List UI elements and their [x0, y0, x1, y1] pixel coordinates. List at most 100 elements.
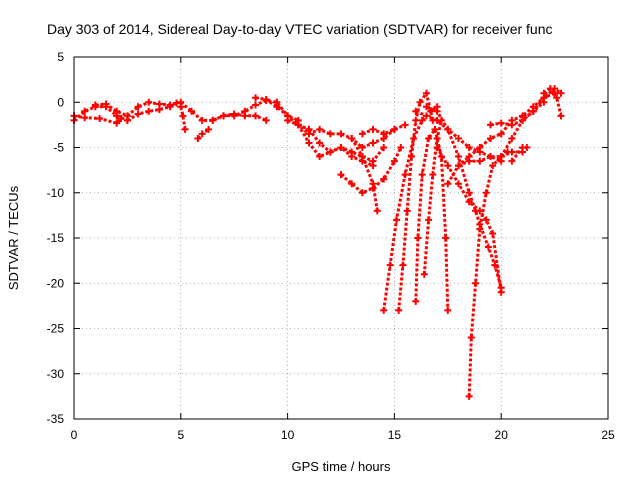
data-point [546, 85, 554, 93]
data-point [316, 153, 324, 161]
data-point [113, 107, 121, 115]
data-point [102, 100, 110, 108]
data-point [284, 116, 292, 124]
data-point [369, 180, 377, 188]
x-tick-label: 10 [281, 428, 295, 442]
data-point [326, 130, 334, 138]
data-point [487, 121, 495, 129]
data-point [380, 175, 388, 183]
series-arc-20 [422, 120, 443, 275]
series-arc-6 [179, 101, 225, 122]
data-point [337, 130, 345, 138]
data-point [316, 125, 324, 133]
data-point [482, 216, 490, 224]
data-point [241, 112, 249, 120]
data-point [433, 144, 441, 151]
data-point [540, 89, 548, 97]
data-point [113, 119, 121, 127]
data-point [476, 225, 484, 233]
data-point [418, 116, 426, 124]
data-point [348, 134, 356, 142]
series-arc-16 [361, 123, 406, 136]
data-point [433, 116, 441, 124]
data-point [198, 116, 206, 124]
data-point [465, 157, 473, 165]
data-point [187, 107, 195, 115]
data-point [487, 153, 495, 161]
data-point [397, 144, 405, 151]
data-point [553, 94, 561, 102]
data-point [177, 98, 185, 106]
data-point [348, 180, 356, 188]
data-point [348, 153, 356, 161]
series-arc-30 [510, 146, 527, 163]
y-tick-label: 5 [57, 50, 64, 64]
data-point [412, 297, 420, 305]
data-point [489, 162, 497, 170]
data-point [117, 115, 125, 123]
data-point [96, 115, 104, 123]
data-point [444, 306, 452, 314]
data-point [557, 112, 565, 120]
data-point [412, 107, 420, 115]
data-point [380, 144, 388, 151]
data-point [358, 153, 366, 161]
data-point [316, 139, 324, 147]
data-point [444, 162, 452, 170]
data-point [179, 112, 187, 120]
data-point [454, 153, 462, 161]
series-arc-19 [414, 125, 450, 311]
data-point [209, 116, 217, 124]
data-point [373, 207, 381, 215]
data-point [390, 125, 398, 133]
data-point [465, 198, 473, 206]
data-point [230, 110, 238, 118]
data-point [91, 101, 99, 109]
data-point [422, 103, 430, 111]
data-point [305, 125, 313, 133]
data-point [497, 288, 505, 296]
data-point [220, 112, 228, 120]
data-point [433, 134, 441, 142]
data-point [465, 144, 473, 151]
data-point [454, 180, 462, 188]
x-axis-label: GPS time / hours [292, 459, 391, 474]
series-group [70, 85, 565, 400]
data-point [134, 103, 142, 111]
data-point [454, 162, 462, 170]
y-tick-label: -35 [47, 412, 65, 426]
data-point [273, 103, 281, 111]
data-point [529, 107, 537, 115]
grid [74, 57, 608, 419]
y-tick-label: -5 [53, 141, 64, 155]
data-point [442, 234, 450, 242]
data-point [369, 139, 377, 147]
data-point [337, 144, 345, 151]
data-point [401, 171, 409, 179]
data-point [497, 130, 505, 138]
data-point [482, 189, 490, 197]
series-arc-18 [397, 89, 435, 311]
y-tick-label: -30 [47, 367, 65, 381]
data-point [454, 134, 462, 142]
data-point [262, 96, 270, 104]
data-point [390, 157, 398, 165]
data-point [194, 134, 202, 142]
data-point [416, 98, 424, 106]
data-point [134, 110, 142, 118]
data-point [337, 171, 345, 179]
data-point [252, 101, 260, 109]
x-tick-label: 5 [177, 428, 184, 442]
data-point [425, 216, 433, 224]
data-point [81, 114, 89, 122]
y-tick-label: -15 [47, 231, 65, 245]
data-point [425, 134, 433, 142]
data-point [422, 89, 430, 97]
data-point [252, 112, 260, 120]
data-point [407, 153, 415, 161]
series-arc-11 [287, 119, 396, 150]
data-point [181, 125, 189, 133]
data-point [429, 171, 437, 179]
data-point [401, 121, 409, 129]
